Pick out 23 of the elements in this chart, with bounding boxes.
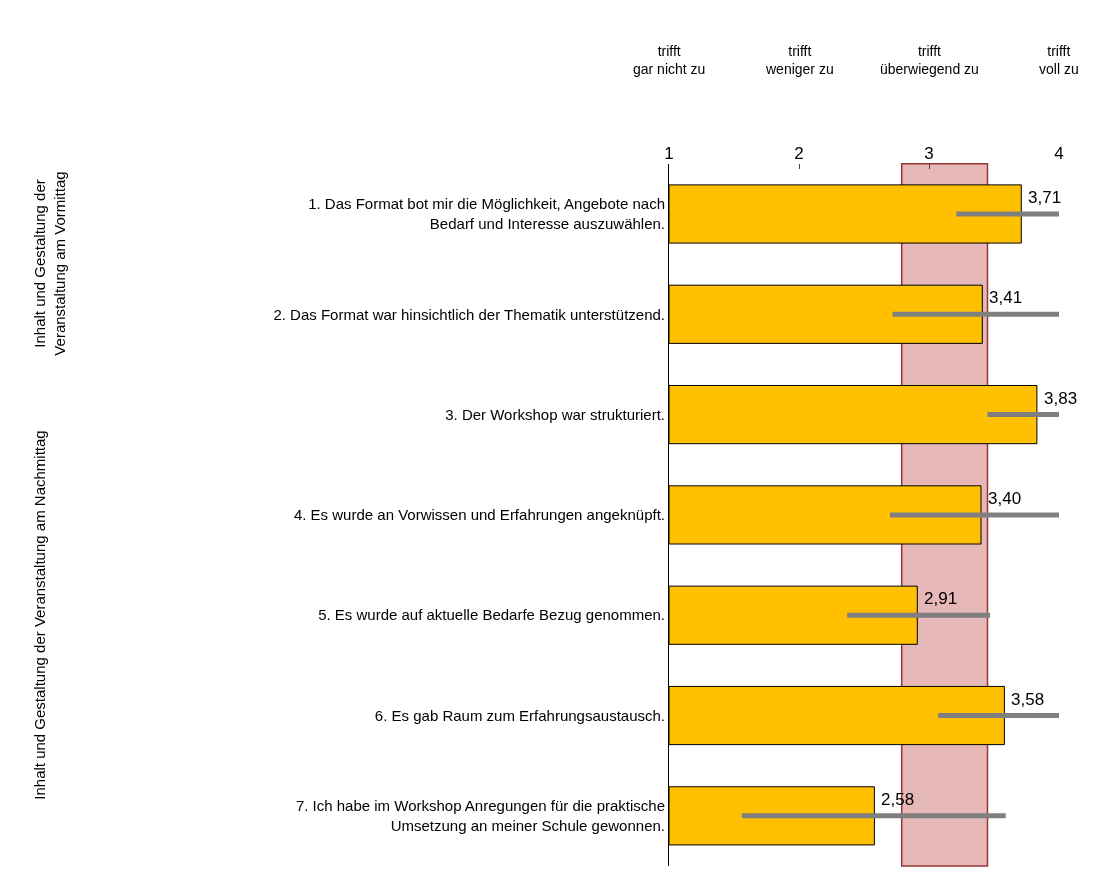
y-tick-label: 7. Ich habe im Workshop Anregungen für die praktische Umsetzung an meiner Schule gewonnen. (295, 797, 665, 834)
text: Inhalt und Gestaltung der Veranstaltung am Nachmittag (31, 430, 49, 800)
text: trifft voll zu (1039, 43, 1079, 78)
x-tick-label: 3 (924, 144, 934, 164)
y-tick-label: 2. Das Format war hinsichtlich der Thematik unterstützend. (273, 305, 665, 323)
text: trifft überwiegend zu (880, 43, 979, 78)
data-label: 2,91 (924, 589, 958, 608)
y-tick-label: 1. Das Format bot mir die Möglichkeit, Angebote nach Bedarf und Interesse auszuwählen. (308, 195, 665, 232)
data-label: 3,58 (1011, 690, 1045, 709)
text: Inhalt und Gestaltung der Veranstaltung am Vormittag (31, 171, 68, 356)
y-tick-label: 3. Der Workshop war strukturiert. (445, 405, 665, 423)
y-tick-label: 6. Es gab Raum zum Erfahrungsaustausch. (374, 706, 665, 724)
y-tick-label: 5. Es wurde auf aktuelle Bedarfe Bezug genommen. (318, 606, 665, 624)
data-label: 3,83 (1044, 389, 1078, 408)
data-label: 3,41 (989, 288, 1023, 307)
x-tick-label: 4 (1054, 144, 1064, 164)
data-label: 3,40 (988, 489, 1022, 508)
x-tick-label: 1 (664, 144, 674, 164)
data-label: 3,71 (1028, 188, 1062, 207)
text: trifft weniger zu (765, 43, 834, 78)
text: trifft gar nicht zu (633, 43, 706, 78)
x-tick-label: 2 (794, 144, 804, 164)
y-tick-label: 4. Es wurde an Vorwissen und Erfahrungen angeknüpft. (293, 506, 665, 524)
